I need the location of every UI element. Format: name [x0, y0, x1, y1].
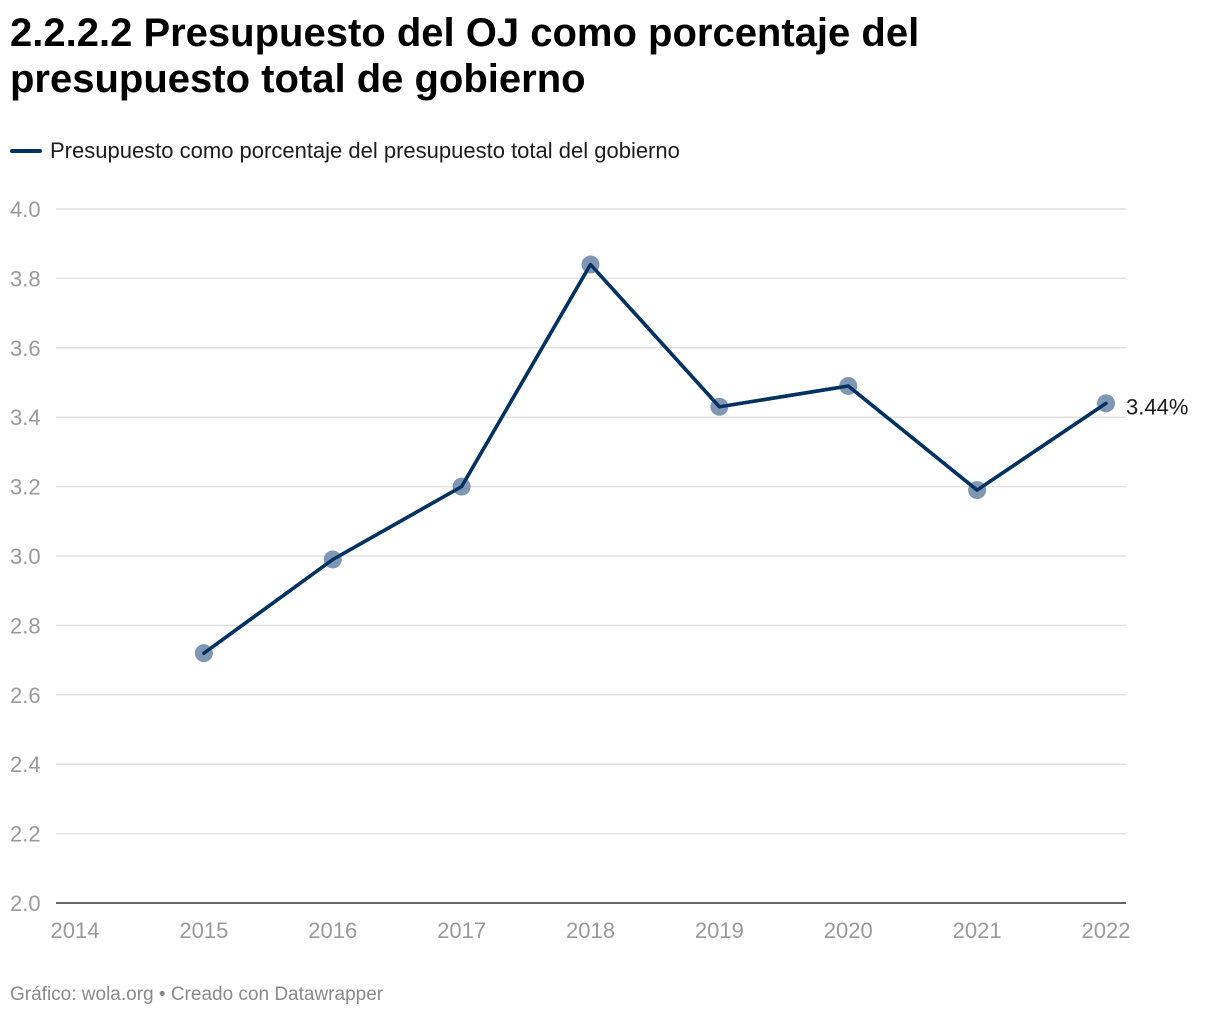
y-tick-label: 2.8 [10, 613, 41, 638]
x-tick-label: 2020 [824, 918, 873, 943]
line-chart: 2.0 2.2 2.4 2.6 2.8 3.0 3.2 3.4 3.6 3.8 4.0 2014 201… [10, 197, 1188, 943]
series [194, 255, 1115, 663]
y-tick-label: 3.8 [10, 266, 41, 291]
legend-line-swatch [10, 149, 42, 153]
y-tick-label: 2.2 [10, 822, 41, 847]
end-value-label: 3.44% [1126, 394, 1188, 419]
x-tick-label: 2021 [953, 918, 1002, 943]
legend-label: Presupuesto como porcentaje del presupue… [50, 138, 680, 163]
y-tick-label: 3.6 [10, 336, 41, 361]
y-tick-label: 2.4 [10, 752, 41, 777]
x-tick-label: 2022 [1082, 918, 1131, 943]
y-tick-label: 2.6 [10, 683, 41, 708]
x-tick-label: 2016 [308, 918, 357, 943]
gridlines [56, 208, 1126, 835]
chart-title: 2.2.2.2 Presupuesto del OJ como porcenta… [10, 11, 920, 101]
x-tick-label: 2018 [566, 918, 615, 943]
x-tick-label: 2019 [695, 918, 744, 943]
y-tick-label: 3.4 [10, 405, 41, 430]
x-tick-label: 2014 [51, 918, 100, 943]
y-tick-label: 3.2 [10, 475, 41, 500]
series-line [202, 262, 1108, 655]
y-tick-label: 3.0 [10, 544, 41, 569]
series-line-overlay [202, 262, 1108, 655]
labels: 2.0 2.2 2.4 2.6 2.8 3.0 3.2 3.4 3.6 3.8 4.0 2014 201… [10, 197, 1188, 943]
x-tick-label: 2017 [437, 918, 486, 943]
y-tick-label: 2.0 [10, 891, 41, 916]
x-tick-label: 2015 [179, 918, 228, 943]
y-tick-label: 4.0 [10, 197, 41, 222]
source-credit: Gráfico: wola.org • Creado con Datawrapp… [10, 984, 384, 1005]
legend: Presupuesto como porcentaje del presupue… [10, 138, 680, 164]
